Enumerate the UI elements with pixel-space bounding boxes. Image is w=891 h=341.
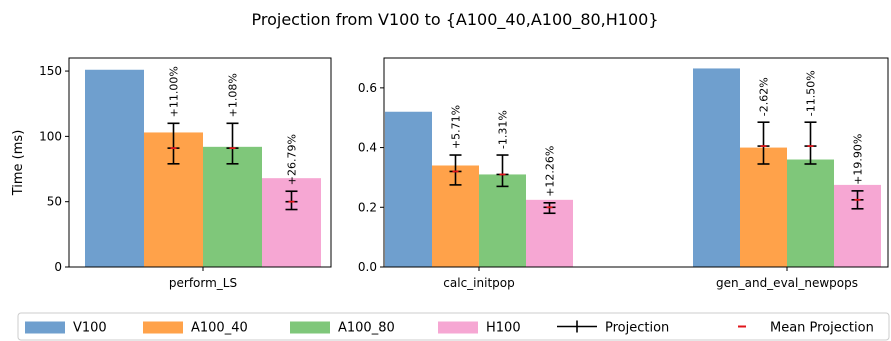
x-tick-label: gen_and_eval_newpops xyxy=(716,276,858,290)
legend-label: V100 xyxy=(73,321,107,336)
bar-A100_80-gen_and_eval_newpops xyxy=(787,159,834,267)
projection-label: -1.31% xyxy=(497,110,510,149)
y-tick-label: 0.2 xyxy=(358,200,377,214)
projection-label: -2.62% xyxy=(758,77,771,116)
figure-title: Projection from V100 to {A100_40,A100_80… xyxy=(251,10,658,30)
projection-label: -11.50% xyxy=(805,70,818,116)
axes-1: +5.71% -1.31% +12.26% -2.62% -11.50% +19.90% 0… xyxy=(358,57,889,290)
legend-swatch-H100 xyxy=(438,321,478,334)
projection-label: +5.71% xyxy=(450,105,463,149)
legend-swatch-A100_40 xyxy=(143,321,183,334)
y-tick-label: 0.4 xyxy=(358,141,377,155)
legend-label: H100 xyxy=(486,321,521,336)
axes-0: +11.00% +1.08% +26.79% 0 50 100 150 perform_LS T… xyxy=(11,57,332,290)
projection-label: +19.90% xyxy=(852,134,865,185)
legend-entry-A100_40: A100_40 xyxy=(143,321,248,336)
bar-V100-gen_and_eval_newpops xyxy=(693,68,740,267)
plots: +11.00% +1.08% +26.79% 0 50 100 150 perform_LS T… xyxy=(11,57,889,290)
legend-label: A100_80 xyxy=(338,321,395,336)
axes-frame xyxy=(383,57,889,268)
legend-entry-Mean Projection: Mean Projection xyxy=(738,321,874,336)
legend-entry-V100: V100 xyxy=(25,321,107,336)
legend: V100 A100_40 A100_80 H100 Projection Mean Pro… xyxy=(17,312,890,341)
bar-A100_80-calc_initpop xyxy=(479,174,526,267)
legend-label: Projection xyxy=(605,321,669,336)
axes-frame xyxy=(68,57,332,268)
legend-swatch-A100_80 xyxy=(290,321,330,334)
legend-entry-H100: H100 xyxy=(438,321,521,336)
legend-entry-A100_80: A100_80 xyxy=(290,321,395,336)
projection-label: +1.08% xyxy=(227,73,240,117)
projection-label: +26.79% xyxy=(286,134,299,185)
y-tick-label: 50 xyxy=(47,195,62,209)
legend-entry-Projection: Projection xyxy=(557,320,669,336)
y-tick-label: 100 xyxy=(39,129,62,143)
y-tick-label: 0.0 xyxy=(358,260,377,274)
legend-swatch-V100 xyxy=(25,321,65,334)
y-tick-label: 0 xyxy=(54,260,62,274)
bar-V100-calc_initpop xyxy=(385,111,432,267)
x-tick-label: calc_initpop xyxy=(443,276,514,290)
y-axis-label: Time (ms) xyxy=(11,130,26,197)
legend-label: A100_40 xyxy=(191,321,248,336)
x-tick-label: perform_LS xyxy=(169,276,237,290)
y-tick-label: 150 xyxy=(39,64,62,78)
bar-A100_80-perform_LS xyxy=(203,146,262,267)
y-tick-label: 0.6 xyxy=(358,81,377,95)
bar-A100_40-gen_and_eval_newpops xyxy=(740,147,787,267)
projection-label: +11.00% xyxy=(168,66,181,117)
bar-V100-perform_LS xyxy=(85,69,144,267)
projection-label: +12.26% xyxy=(544,146,557,197)
legend-label: Mean Projection xyxy=(770,321,874,336)
